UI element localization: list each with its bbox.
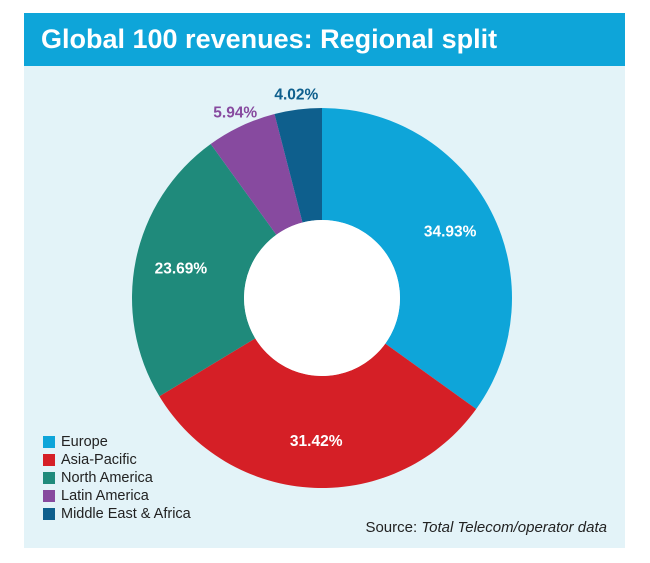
donut-slice-europe <box>322 108 513 410</box>
legend-item-asia-pacific: Asia-Pacific <box>43 451 191 469</box>
legend-item-north-america: North America <box>43 469 191 487</box>
donut-slice-north-america <box>131 144 277 397</box>
legend-swatch <box>43 508 55 520</box>
legend-swatch <box>43 472 55 484</box>
source-title: Total Telecom/operator data <box>421 519 607 536</box>
legend: Europe Asia-Pacific North America Latin … <box>43 433 191 523</box>
chart-title: Global 100 revenues: Regional split <box>41 24 498 54</box>
legend-item-latin-america: Latin America <box>43 487 191 505</box>
donut-hole <box>244 220 400 376</box>
donut-slice-latin-america <box>210 114 303 235</box>
legend-item-middle-east-africa: Middle East & Africa <box>43 505 191 523</box>
legend-label: Latin America <box>61 488 149 504</box>
data-label-europe: 34.93% <box>424 223 477 240</box>
donut-slice-asia-pacific <box>159 338 477 489</box>
legend-swatch <box>43 454 55 466</box>
source-note: Source: Total Telecom/operator data <box>365 519 607 536</box>
title-bar: Global 100 revenues: Regional split <box>24 13 625 66</box>
legend-label: Europe <box>61 434 108 450</box>
data-label-asia-pacific: 31.42% <box>290 433 343 450</box>
legend-item-europe: Europe <box>43 433 191 451</box>
legend-label: Middle East & Africa <box>61 506 191 522</box>
legend-swatch <box>43 436 55 448</box>
data-label-north-america: 23.69% <box>155 260 208 277</box>
legend-label: North America <box>61 470 153 486</box>
donut-slice-middle-east-africa <box>274 108 322 223</box>
source-prefix: Source: <box>365 519 422 536</box>
data-label-middle-east-africa: 4.02% <box>274 87 318 104</box>
legend-label: Asia-Pacific <box>61 452 137 468</box>
data-label-latin-america: 5.94% <box>213 104 257 121</box>
legend-swatch <box>43 490 55 502</box>
